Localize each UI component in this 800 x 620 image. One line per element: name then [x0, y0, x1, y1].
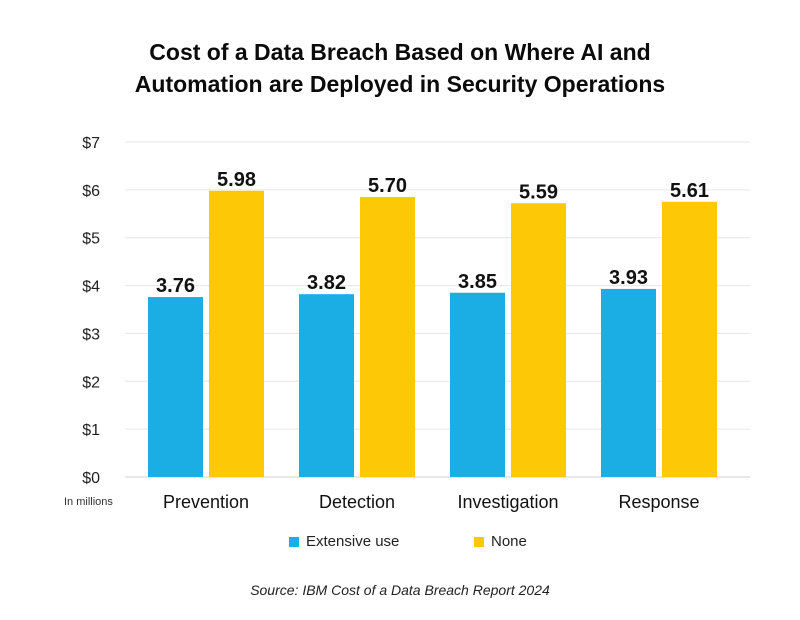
y-tick-label: $5 — [82, 231, 100, 248]
bar — [299, 294, 354, 477]
source-note: Source: IBM Cost of a Data Breach Report… — [250, 582, 550, 598]
data-label: 5.70 — [368, 175, 407, 197]
bar — [209, 190, 264, 478]
legend-swatch-none — [474, 536, 484, 547]
x-tick-label: Detection — [319, 492, 395, 512]
legend: Extensive use None — [0, 533, 800, 557]
bar — [148, 297, 203, 477]
data-label: 3.85 — [458, 271, 497, 293]
bar — [450, 292, 505, 477]
y-tick-label: $6 — [82, 183, 100, 200]
unit-note: In millions — [64, 496, 113, 508]
bar — [360, 197, 415, 478]
chart-title: Cost of a Data Breach Based on Where AI … — [60, 36, 740, 100]
y-tick-label: $2 — [82, 374, 100, 391]
x-tick-label: Investigation — [457, 492, 558, 512]
legend-item-none: None — [474, 533, 527, 550]
bar-chart: $0 $1 $2 $3 $4 $5 $6 $7 3.76 5.98 Prevention 3.82 5.… — [82, 135, 750, 512]
y-tick-label: $7 — [82, 135, 100, 152]
y-tick-label: $4 — [82, 279, 100, 296]
legend-item-extensive-use: Extensive use — [289, 533, 399, 550]
y-tick-label: $3 — [82, 326, 100, 343]
y-tick-label: $0 — [82, 470, 100, 487]
legend-label-none: None — [491, 533, 527, 550]
bar — [601, 288, 656, 477]
data-label: 3.93 — [609, 267, 648, 289]
x-tick-label: Response — [618, 492, 699, 512]
data-label: 5.59 — [519, 181, 558, 203]
chart-title-line-2: Automation are Deployed in Security Oper… — [134, 71, 666, 97]
x-tick-label: Prevention — [163, 492, 249, 512]
bar — [662, 201, 717, 478]
legend-swatch-extensive-use — [289, 536, 299, 547]
bar — [511, 203, 566, 477]
y-tick-label: $1 — [82, 422, 100, 439]
legend-label-extensive-use: Extensive use — [306, 533, 400, 550]
data-label: 3.82 — [307, 272, 346, 294]
data-label: 5.61 — [670, 180, 709, 202]
chart-title-line-1: Cost of a Data Breach Based on Where AI … — [149, 39, 651, 65]
data-label: 3.76 — [156, 275, 195, 297]
data-label: 5.98 — [217, 169, 256, 191]
